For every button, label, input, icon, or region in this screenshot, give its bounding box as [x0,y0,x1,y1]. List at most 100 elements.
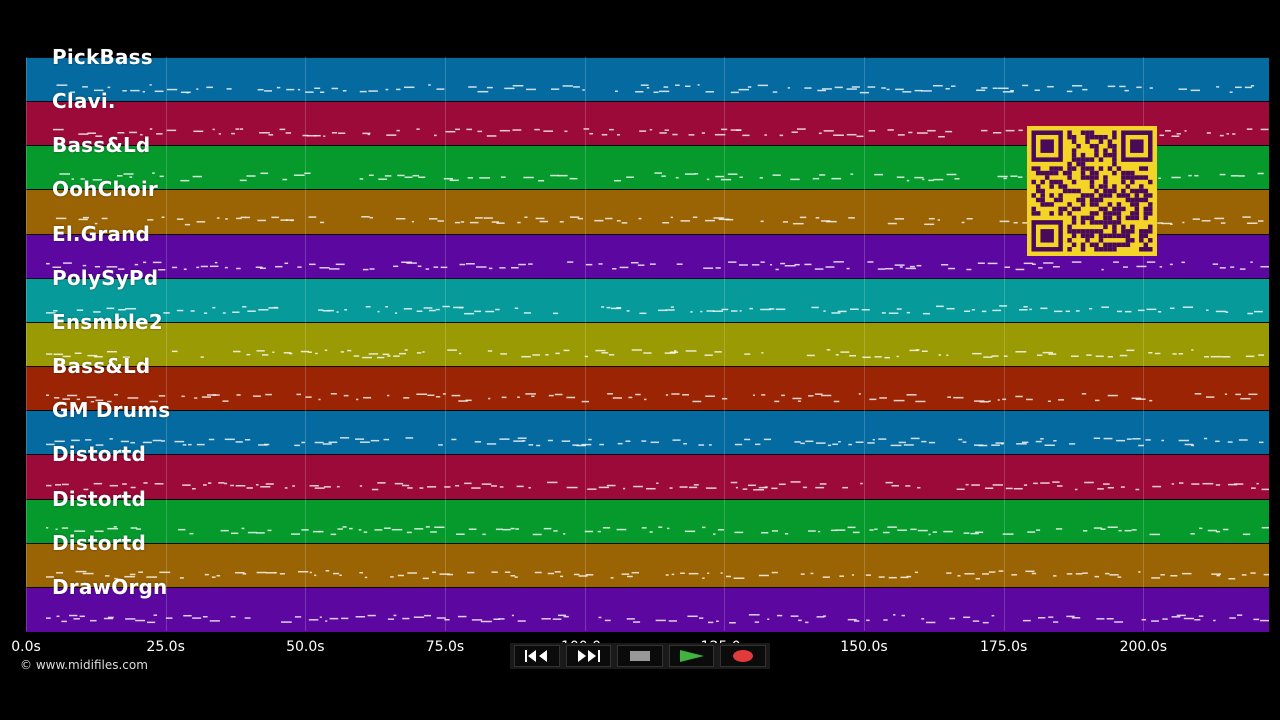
rewind-button[interactable] [514,645,560,667]
note-mark [359,571,363,574]
note-mark [442,393,446,395]
note-mark [163,311,170,314]
note-mark [752,394,755,397]
note-mark [739,309,742,312]
note-mark [847,526,856,528]
note-mark [1093,437,1101,440]
note-mark [55,484,62,486]
note-mark [1206,309,1209,311]
note-mark [981,572,989,575]
note-mark [367,614,376,617]
note-mark [664,352,676,354]
note-mark [397,574,404,576]
note-mark [368,353,379,355]
note-mark [1095,399,1100,402]
note-mark [1082,572,1088,574]
note-mark [898,441,907,444]
note-mark [204,573,209,576]
note-mark [374,528,383,531]
note-mark [1182,222,1185,224]
note-mark [1238,439,1248,441]
fast-forward-button[interactable] [565,645,612,667]
note-mark [294,444,300,447]
note-mark [504,571,511,573]
note-mark [730,482,738,484]
note-mark [953,396,964,399]
note-mark [1229,617,1236,619]
note-mark [256,531,265,534]
record-button[interactable] [720,645,766,667]
note-mark [165,617,173,619]
note-mark [488,267,493,269]
note-mark [790,481,801,484]
note-mark [232,350,241,353]
note-mark [1036,528,1041,531]
note-mark [981,310,987,312]
note-mark [933,179,944,181]
record-icon [733,650,754,662]
note-mark [635,90,644,93]
note-mark [665,573,669,576]
note-mark [811,306,819,308]
note-mark [1124,529,1132,531]
note-mark [840,351,850,353]
track-lane: Distortd [26,442,1269,500]
note-mark [982,621,989,624]
note-mark [834,86,843,89]
note-mark [1241,573,1247,576]
note-mark [550,175,560,177]
note-mark [772,174,781,177]
note-mark [640,84,649,86]
note-mark [566,487,578,489]
note-mark [869,398,877,401]
note-mark [685,350,697,352]
note-mark [1107,355,1113,358]
stop-button[interactable] [617,645,663,667]
note-mark [1095,355,1104,357]
note-mark [404,176,413,179]
note-mark [369,267,375,270]
note-mark [377,310,380,313]
track-label: Distortd [52,530,147,555]
note-mark [676,263,683,265]
note-marks [46,481,1269,491]
note-mark [526,88,536,91]
note-mark [55,218,67,220]
note-mark [1202,483,1214,485]
note-mark [851,573,855,576]
note-mark [664,129,669,132]
note-mark [274,571,277,574]
note-mark [897,134,905,136]
note-mark [425,525,430,528]
note-mark [887,223,897,225]
note-mark [692,400,702,403]
note-mark [865,574,871,576]
note-mark [610,576,614,579]
note-marks [46,260,1269,271]
note-mark [612,397,623,399]
note-mark [1048,353,1057,355]
note-mark [445,131,456,133]
time-tick-label: 75.0s [425,639,465,655]
note-mark [178,528,186,530]
play-button[interactable] [668,645,715,667]
note-mark [152,261,162,263]
note-mark [665,394,669,396]
note-mark [331,87,339,90]
note-mark [1198,615,1204,617]
note-mark [1258,441,1264,444]
note-mark [675,177,679,179]
note-mark [804,87,812,89]
note-mark [336,486,340,488]
note-mark [184,224,191,226]
note-mark [95,135,103,138]
note-mark [888,312,899,314]
note-mark [129,573,136,575]
note-mark [541,617,551,620]
note-mark [1250,84,1255,87]
note-mark [1214,218,1225,220]
note-mark [601,134,608,136]
note-mark [514,307,519,309]
note-mark [616,528,627,530]
note-mark [469,222,479,224]
